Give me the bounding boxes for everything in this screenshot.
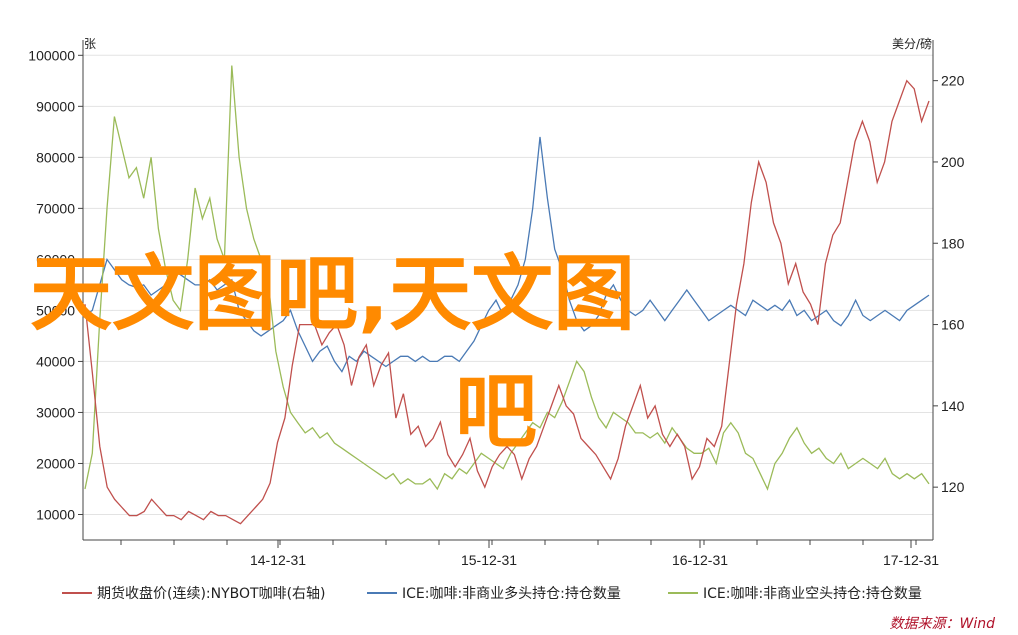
legend-label-long: ICE:咖啡:非商业多头持仓:持仓数量 — [402, 585, 621, 602]
x-tick-label: 15-12-31 — [461, 552, 517, 568]
left-tick-label: 60000 — [36, 251, 75, 267]
series-line-long-positions — [84, 136, 930, 373]
legend-label-short: ICE:咖啡:非商业空头持仓:持仓数量 — [703, 586, 922, 602]
left-tick-label: 20000 — [36, 455, 75, 471]
left-tick-label: 30000 — [36, 404, 75, 420]
legend-label-futures: 期货收盘价(连续):NYBOT咖啡(右轴) — [97, 585, 326, 602]
legend: 期货收盘价(连续):NYBOT咖啡(右轴) ICE:咖啡:非商业多头持仓:持仓数… — [62, 585, 922, 602]
right-tick-label: 180 — [941, 235, 965, 251]
left-tick-label: 50000 — [36, 302, 75, 318]
right-tick-label: 200 — [941, 154, 965, 170]
watermark-line-1: 天文图吧,天文图 — [30, 247, 635, 342]
left-tick-label: 10000 — [36, 506, 75, 522]
left-tick-label: 90000 — [36, 98, 75, 114]
right-tick-label: 220 — [941, 73, 965, 89]
data-source: 数据来源：Wind — [890, 616, 996, 632]
left-tick-label: 80000 — [36, 149, 75, 165]
right-tick-label: 160 — [941, 317, 965, 333]
right-tick-label: 120 — [941, 479, 965, 495]
watermark-line-2: 吧 — [455, 365, 537, 460]
x-tick-label: 14-12-31 — [250, 552, 306, 568]
left-tick-label: 100000 — [28, 47, 75, 63]
left-axis-ticks: 10000 20000 30000 40000 50000 60000 70000 80000… — [28, 47, 83, 522]
x-axis-ticks: 14-12-31 15-12-31 16-12-31 17-12-31 — [120, 540, 939, 568]
left-axis-unit: 张 — [84, 37, 96, 51]
series-line-nybot-coffee — [84, 79, 930, 525]
axes — [82, 40, 934, 541]
right-axis-unit: 美分/磅 — [892, 36, 932, 51]
left-tick-label: 40000 — [36, 353, 75, 369]
right-tick-label: 140 — [941, 398, 965, 414]
left-tick-label: 70000 — [36, 200, 75, 216]
x-tick-label: 17-12-31 — [883, 552, 939, 568]
series-layer — [84, 65, 930, 525]
series-line-short-positions — [84, 65, 930, 491]
right-axis-ticks: 120 140 160 180 200 220 — [933, 73, 965, 495]
x-tick-label: 16-12-31 — [672, 552, 728, 568]
